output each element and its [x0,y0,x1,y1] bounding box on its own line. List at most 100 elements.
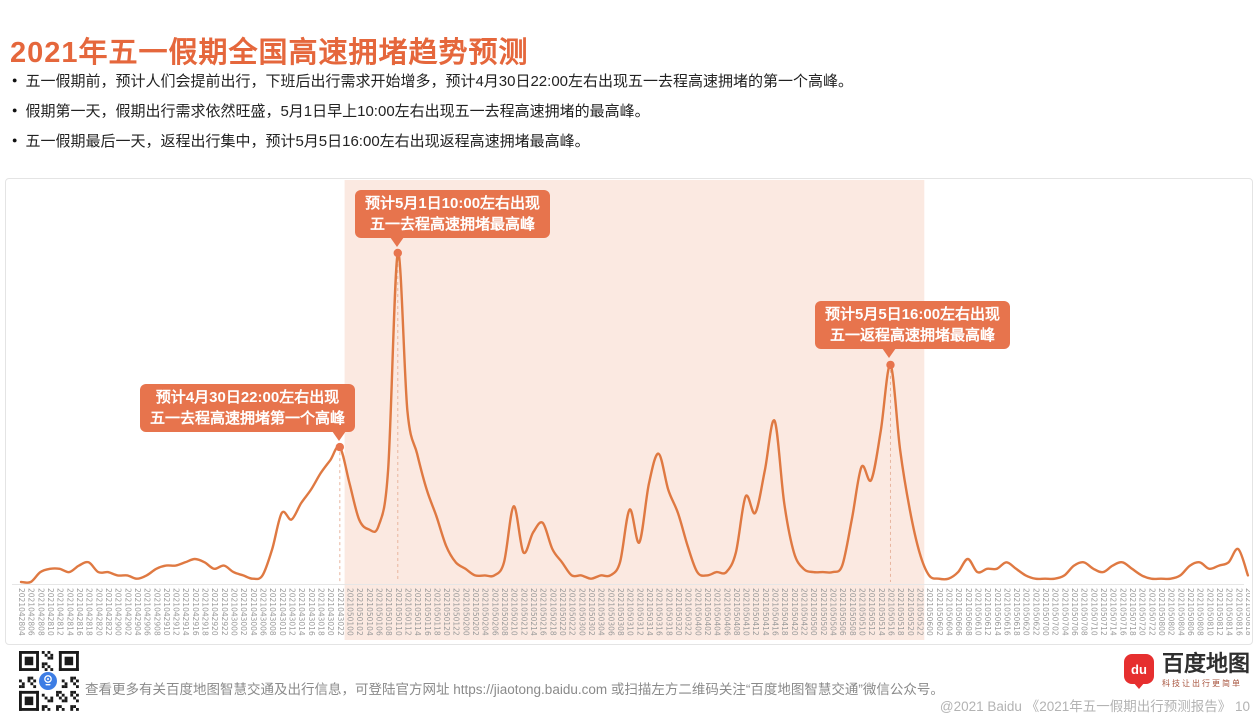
annotation-line1: 预计5月5日16:00左右出现 [825,306,1001,323]
svg-text:2021050400: 2021050400 [693,588,702,636]
svg-text:2021043020: 2021043020 [326,588,335,636]
svg-text:2021050216: 2021050216 [539,588,548,636]
svg-text:2021043000: 2021043000 [230,588,239,636]
svg-text:2021042816: 2021042816 [75,588,84,636]
svg-text:2021050114: 2021050114 [413,588,422,636]
qr-modules [19,651,79,711]
svg-text:2021050406: 2021050406 [722,588,731,636]
svg-text:2021050322: 2021050322 [684,588,693,636]
svg-text:2021043008: 2021043008 [268,588,277,636]
svg-text:2021042804: 2021042804 [17,588,26,636]
svg-text:2021042818: 2021042818 [85,588,94,636]
svg-text:2021050718: 2021050718 [1128,588,1137,636]
svg-text:2021050420: 2021050420 [790,588,799,636]
svg-text:2021042910: 2021042910 [162,588,171,636]
svg-text:2021042902: 2021042902 [123,588,132,636]
svg-text:2021050302: 2021050302 [587,588,596,636]
svg-text:2021042920: 2021042920 [210,588,219,636]
svg-text:2021042820: 2021042820 [94,588,103,636]
brand-name: 百度地图 [1161,651,1250,676]
svg-text:2021050404: 2021050404 [713,588,722,636]
svg-text:2021050518: 2021050518 [896,588,905,636]
footer-info-text: 查看更多有关百度地图智慧交通及出行信息，可登陆官方网址 https://jiao… [85,682,944,697]
svg-text:2021050722: 2021050722 [1147,588,1156,636]
svg-text:2021043016: 2021043016 [307,588,316,636]
baidu-maps-logo: du 百度地图 科技让出行更简单 [1123,651,1250,689]
svg-text:2021050802: 2021050802 [1167,588,1176,636]
svg-text:2021050208: 2021050208 [500,588,509,636]
qr-code [17,649,79,713]
svg-text:2021050218: 2021050218 [548,588,557,636]
svg-text:2021042900: 2021042900 [114,588,123,636]
svg-text:2021050412: 2021050412 [751,588,760,636]
svg-text:2021050100: 2021050100 [346,588,355,636]
svg-text:2021050614: 2021050614 [993,588,1002,636]
svg-text:2021050512: 2021050512 [867,588,876,636]
svg-text:2021050220: 2021050220 [558,588,567,636]
svg-text:2021050816: 2021050816 [1234,588,1243,636]
annotation-may5-peak: 预计5月5日16:00左右出现 五一返程高速拥堵最高峰 [815,301,1011,358]
svg-text:2021050310: 2021050310 [626,588,635,636]
svg-text:2021042908: 2021042908 [152,588,161,636]
svg-text:2021050402: 2021050402 [703,588,712,636]
svg-text:2021050416: 2021050416 [771,588,780,636]
svg-text:2021050810: 2021050810 [1205,588,1214,636]
svg-text:2021050710: 2021050710 [1089,588,1098,636]
svg-text:2021050304: 2021050304 [597,588,606,636]
svg-text:2021050204: 2021050204 [481,588,490,636]
svg-text:2021043014: 2021043014 [297,588,306,636]
svg-text:2021050422: 2021050422 [800,588,809,636]
svg-text:2021042814: 2021042814 [65,588,74,636]
svg-text:2021050206: 2021050206 [490,588,499,636]
svg-text:2021050514: 2021050514 [877,588,886,636]
svg-text:2021050210: 2021050210 [510,588,519,636]
svg-text:2021050316: 2021050316 [655,588,664,636]
svg-text:2021050502: 2021050502 [819,588,828,636]
svg-text:2021043012: 2021043012 [288,588,297,636]
svg-text:2021050808: 2021050808 [1196,588,1205,636]
bullet-item: 五一假期前，预计人们会提前出行，下班后出行需求开始增多，预计4月30日22:00… [12,70,853,100]
annotation-april30-peak: 预计4月30日22:00左右出现 五一去程高速拥堵第一个高峰 [140,384,356,441]
svg-text:2021050720: 2021050720 [1138,588,1147,636]
svg-text:2021050500: 2021050500 [809,588,818,636]
svg-text:2021050520: 2021050520 [906,588,915,636]
annotation-line2: 五一去程高速拥堵最高峰 [370,216,536,233]
svg-text:2021042810: 2021042810 [46,588,55,636]
svg-text:2021050804: 2021050804 [1176,588,1185,636]
annotation-line1: 预计5月1日10:00左右出现 [365,195,541,212]
svg-text:2021050116: 2021050116 [423,588,432,636]
svg-text:2021042808: 2021042808 [36,588,45,636]
svg-text:2021050102: 2021050102 [355,588,364,636]
svg-text:2021050622: 2021050622 [1031,588,1040,636]
bullet-text: 五一假期前，预计人们会提前出行，下班后出行需求开始增多，预计4月30日22:00… [25,73,854,90]
svg-text:2021050104: 2021050104 [365,588,374,636]
svg-text:2021042904: 2021042904 [133,588,142,636]
svg-text:2021050516: 2021050516 [887,588,896,636]
svg-text:2021042822: 2021042822 [104,588,113,636]
svg-text:2021042906: 2021042906 [143,588,152,636]
svg-text:2021050602: 2021050602 [935,588,944,636]
svg-text:2021043002: 2021043002 [239,588,248,636]
annotation-may1-peak: 预计5月1日10:00左右出现 五一去程高速拥堵最高峰 [355,190,551,247]
svg-text:2021050712: 2021050712 [1099,588,1108,636]
svg-text:2021050708: 2021050708 [1080,588,1089,636]
annotation-line1: 预计4月30日22:00左右出现 [155,389,340,406]
svg-text:2021050606: 2021050606 [954,588,963,636]
svg-text:2021050122: 2021050122 [452,588,461,636]
svg-text:2021050408: 2021050408 [732,588,741,636]
svg-text:2021050300: 2021050300 [577,588,586,636]
svg-text:2021042918: 2021042918 [201,588,210,636]
svg-text:2021050814: 2021050814 [1225,588,1234,636]
bullet-item: 假期第一天，假期出行需求依然旺盛，5月1日早上10:00左右出现五一去程高速拥堵… [12,100,853,130]
copyright-text: @2021 Baidu 《2021年五一假期出行预测报告》 10 [939,699,1250,714]
annotation-line2: 五一去程高速拥堵第一个高峰 [150,410,346,427]
svg-text:2021050522: 2021050522 [916,588,925,636]
svg-text:2021050600: 2021050600 [925,588,934,636]
svg-text:2021050108: 2021050108 [384,588,393,636]
svg-text:2021050504: 2021050504 [829,588,838,636]
svg-text:2021050702: 2021050702 [1051,588,1060,636]
svg-text:2021042922: 2021042922 [220,588,229,636]
svg-text:2021050704: 2021050704 [1060,588,1069,636]
svg-text:2021050604: 2021050604 [945,588,954,636]
svg-text:2021050706: 2021050706 [1070,588,1079,636]
